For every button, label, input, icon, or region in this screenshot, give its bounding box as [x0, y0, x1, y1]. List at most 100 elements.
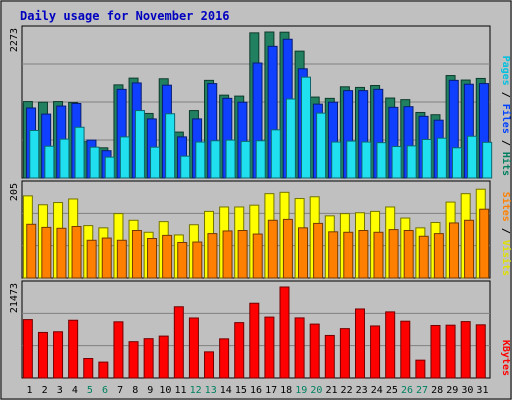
- bar-sites-day-18: [282, 218, 293, 279]
- x-label-day-3: 3: [57, 385, 63, 396]
- bar-sites-day-12: [192, 241, 203, 279]
- panel-legend: Pages / Files / Hits: [500, 56, 512, 176]
- bar-sites-day-13: [207, 233, 218, 279]
- x-label-day-20: 20: [310, 385, 322, 396]
- x-label-day-26: 26: [401, 385, 413, 396]
- bar-kbytes-day-2: [37, 331, 48, 379]
- legend-files: Files: [500, 104, 512, 134]
- series-pages: [29, 76, 493, 179]
- bar-sites-day-9: [147, 237, 158, 279]
- bar-kbytes-day-15: [234, 322, 245, 379]
- bar-sites-day-2: [41, 226, 52, 279]
- x-label-day-23: 23: [356, 385, 368, 396]
- x-label-day-15: 15: [235, 385, 247, 396]
- chart-title: Daily usage for November 2016: [20, 9, 230, 23]
- series-sites: [26, 208, 490, 279]
- bar-pages-day-25: [391, 146, 402, 179]
- bar-pages-day-30: [467, 135, 478, 179]
- bar-pages-day-29: [451, 147, 462, 179]
- bar-pages-day-1: [29, 129, 40, 179]
- bar-sites-day-22: [343, 231, 354, 279]
- bar-pages-day-19: [301, 76, 311, 179]
- x-label-day-19: 19: [295, 385, 307, 396]
- bar-pages-day-24: [376, 142, 387, 179]
- bar-pages-day-18: [285, 98, 296, 179]
- bar-pages-day-15: [240, 140, 251, 179]
- bar-sites-day-3: [56, 227, 67, 279]
- x-label-day-11: 11: [174, 385, 186, 396]
- bar-kbytes-day-13: [204, 351, 215, 379]
- bar-kbytes-day-3: [53, 331, 64, 379]
- x-label-day-7: 7: [117, 385, 123, 396]
- legend-pages: Pages: [500, 56, 511, 86]
- x-label-day-12: 12: [190, 385, 202, 396]
- legend-separator: /: [500, 86, 511, 104]
- bar-kbytes-day-12: [188, 317, 199, 379]
- x-label-day-16: 16: [250, 385, 262, 396]
- legend-separator: /: [500, 134, 511, 152]
- bar-pages-day-11: [180, 155, 191, 179]
- x-label-day-30: 30: [461, 385, 473, 396]
- bar-sites-day-16: [252, 233, 263, 279]
- bar-pages-day-3: [59, 138, 70, 179]
- bar-pages-day-4: [74, 126, 85, 179]
- bar-pages-day-2: [44, 145, 55, 179]
- bar-sites-day-27: [418, 235, 429, 279]
- x-label-day-27: 27: [416, 385, 428, 396]
- y-max-label: 21473: [9, 283, 20, 313]
- bar-kbytes-day-25: [385, 311, 396, 379]
- bar-kbytes-day-6: [98, 361, 109, 379]
- x-label-day-17: 17: [265, 385, 277, 396]
- x-label-day-10: 10: [159, 385, 171, 396]
- bar-sites-day-21: [328, 231, 339, 279]
- bar-kbytes-day-17: [264, 316, 275, 379]
- bar-kbytes-day-7: [113, 321, 124, 379]
- bar-kbytes-day-18: [279, 286, 290, 379]
- bar-pages-day-12: [195, 141, 206, 179]
- bar-kbytes-day-31: [475, 324, 486, 379]
- bar-kbytes-day-11: [173, 306, 184, 379]
- bar-kbytes-day-28: [430, 324, 441, 379]
- legend-separator: /: [500, 222, 511, 240]
- bar-kbytes-day-16: [249, 302, 260, 379]
- bar-pages-day-13: [210, 140, 221, 179]
- bar-kbytes-day-10: [158, 335, 169, 379]
- bar-pages-day-28: [436, 137, 447, 179]
- x-label-day-29: 29: [446, 385, 458, 396]
- bar-kbytes-day-19: [294, 317, 305, 379]
- bar-sites-day-1: [26, 223, 37, 279]
- x-label-day-28: 28: [431, 385, 443, 396]
- x-label-day-9: 9: [147, 385, 153, 396]
- bar-kbytes-day-20: [309, 323, 320, 379]
- bar-kbytes-day-29: [445, 324, 456, 379]
- legend-sites: Sites: [500, 192, 512, 222]
- x-label-day-1: 1: [27, 385, 33, 396]
- bar-pages-day-5: [89, 146, 100, 179]
- x-label-day-2: 2: [42, 385, 48, 396]
- bar-sites-day-29: [448, 222, 459, 279]
- x-label-day-6: 6: [102, 385, 108, 396]
- bar-pages-day-31: [482, 141, 493, 179]
- y-max-label: 205: [9, 183, 20, 201]
- panel-legend: KBytes: [500, 340, 511, 376]
- bar-kbytes-day-23: [354, 308, 365, 379]
- bar-kbytes-day-9: [143, 338, 154, 379]
- bar-sites-day-17: [267, 219, 278, 279]
- x-label-day-22: 22: [341, 385, 353, 396]
- bar-sites-day-20: [313, 222, 324, 279]
- bar-kbytes-day-5: [83, 358, 94, 379]
- bar-sites-day-24: [373, 231, 384, 279]
- bar-sites-day-5: [86, 239, 97, 279]
- panel-hits-files-pages: 2273 Pages / Files / Hits: [9, 25, 512, 179]
- bar-sites-day-10: [162, 234, 173, 279]
- bar-sites-day-8: [131, 230, 142, 279]
- bar-sites-day-26: [403, 230, 414, 279]
- bar-kbytes-day-26: [400, 320, 411, 379]
- bar-sites-day-19: [298, 227, 308, 279]
- bar-sites-day-6: [101, 237, 112, 279]
- bar-sites-day-28: [433, 233, 444, 279]
- bar-kbytes-day-30: [460, 321, 471, 379]
- bar-pages-day-14: [225, 139, 236, 179]
